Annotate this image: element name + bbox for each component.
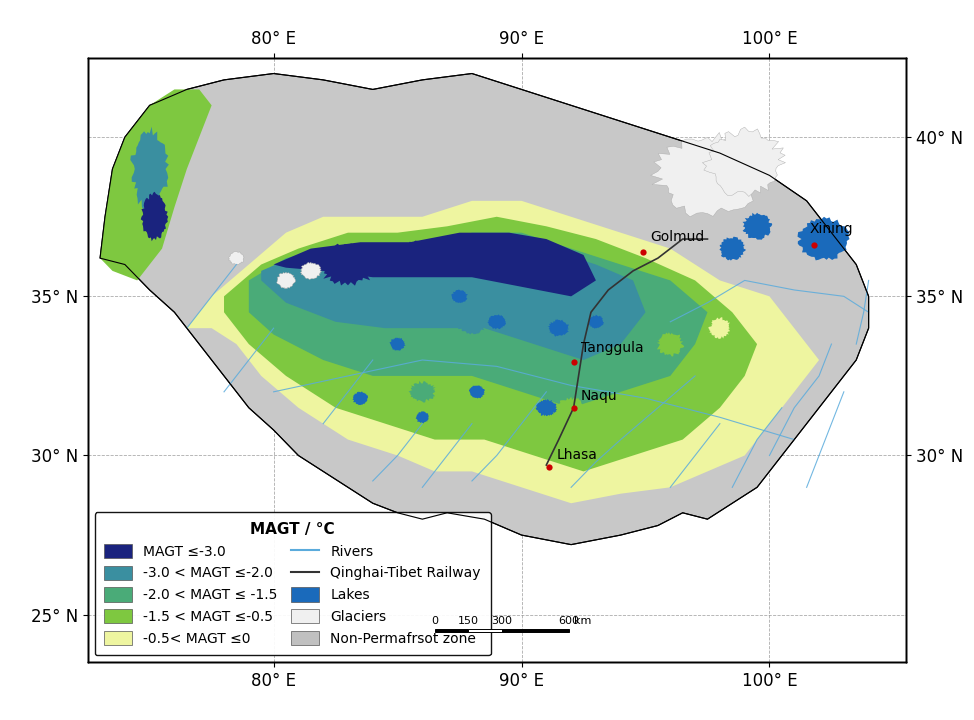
Text: Lhasa: Lhasa	[556, 448, 597, 462]
Polygon shape	[506, 246, 538, 270]
Polygon shape	[720, 237, 746, 261]
Text: 300: 300	[491, 616, 512, 626]
Polygon shape	[558, 397, 584, 418]
Polygon shape	[390, 338, 406, 351]
Polygon shape	[408, 381, 435, 402]
Text: km: km	[574, 616, 591, 626]
Polygon shape	[353, 392, 368, 405]
Text: Tanggula: Tanggula	[581, 341, 644, 355]
Polygon shape	[708, 318, 730, 339]
Polygon shape	[451, 289, 468, 303]
Polygon shape	[141, 192, 169, 241]
Polygon shape	[656, 332, 685, 356]
Polygon shape	[588, 315, 604, 328]
Polygon shape	[277, 272, 295, 289]
Text: 0: 0	[431, 616, 438, 626]
Polygon shape	[468, 385, 485, 399]
Polygon shape	[224, 217, 757, 472]
Polygon shape	[131, 127, 169, 212]
Polygon shape	[536, 399, 557, 416]
Text: Xining: Xining	[809, 222, 853, 236]
Bar	[434, 629, 468, 632]
Polygon shape	[261, 239, 646, 360]
Text: 600: 600	[558, 616, 580, 626]
Polygon shape	[702, 127, 785, 197]
Polygon shape	[457, 309, 489, 334]
Polygon shape	[315, 243, 381, 286]
Polygon shape	[187, 201, 819, 503]
Polygon shape	[100, 73, 869, 544]
Text: Naqu: Naqu	[581, 389, 618, 403]
Polygon shape	[248, 233, 707, 408]
Polygon shape	[742, 212, 772, 240]
Polygon shape	[488, 315, 506, 330]
Polygon shape	[355, 298, 393, 325]
Text: Golmud: Golmud	[651, 230, 705, 244]
Polygon shape	[300, 262, 321, 279]
Polygon shape	[798, 217, 849, 261]
Polygon shape	[229, 251, 244, 265]
Polygon shape	[547, 320, 569, 337]
Polygon shape	[759, 351, 780, 371]
Bar	[468, 629, 502, 632]
Polygon shape	[274, 233, 596, 297]
Text: 150: 150	[458, 616, 479, 626]
Polygon shape	[416, 411, 429, 423]
Legend: MAGT ≤-3.0, -3.0 < MAGT ≤-2.0, -2.0 < MAGT ≤ -1.5, -1.5 < MAGT ≤-0.5, -0.5< MAGT: MAGT ≤-3.0, -3.0 < MAGT ≤-2.0, -2.0 < MA…	[94, 512, 491, 655]
Polygon shape	[651, 132, 760, 217]
Polygon shape	[100, 89, 211, 280]
Polygon shape	[385, 240, 433, 276]
Polygon shape	[450, 235, 493, 263]
Polygon shape	[506, 364, 539, 389]
Bar	[502, 629, 569, 632]
